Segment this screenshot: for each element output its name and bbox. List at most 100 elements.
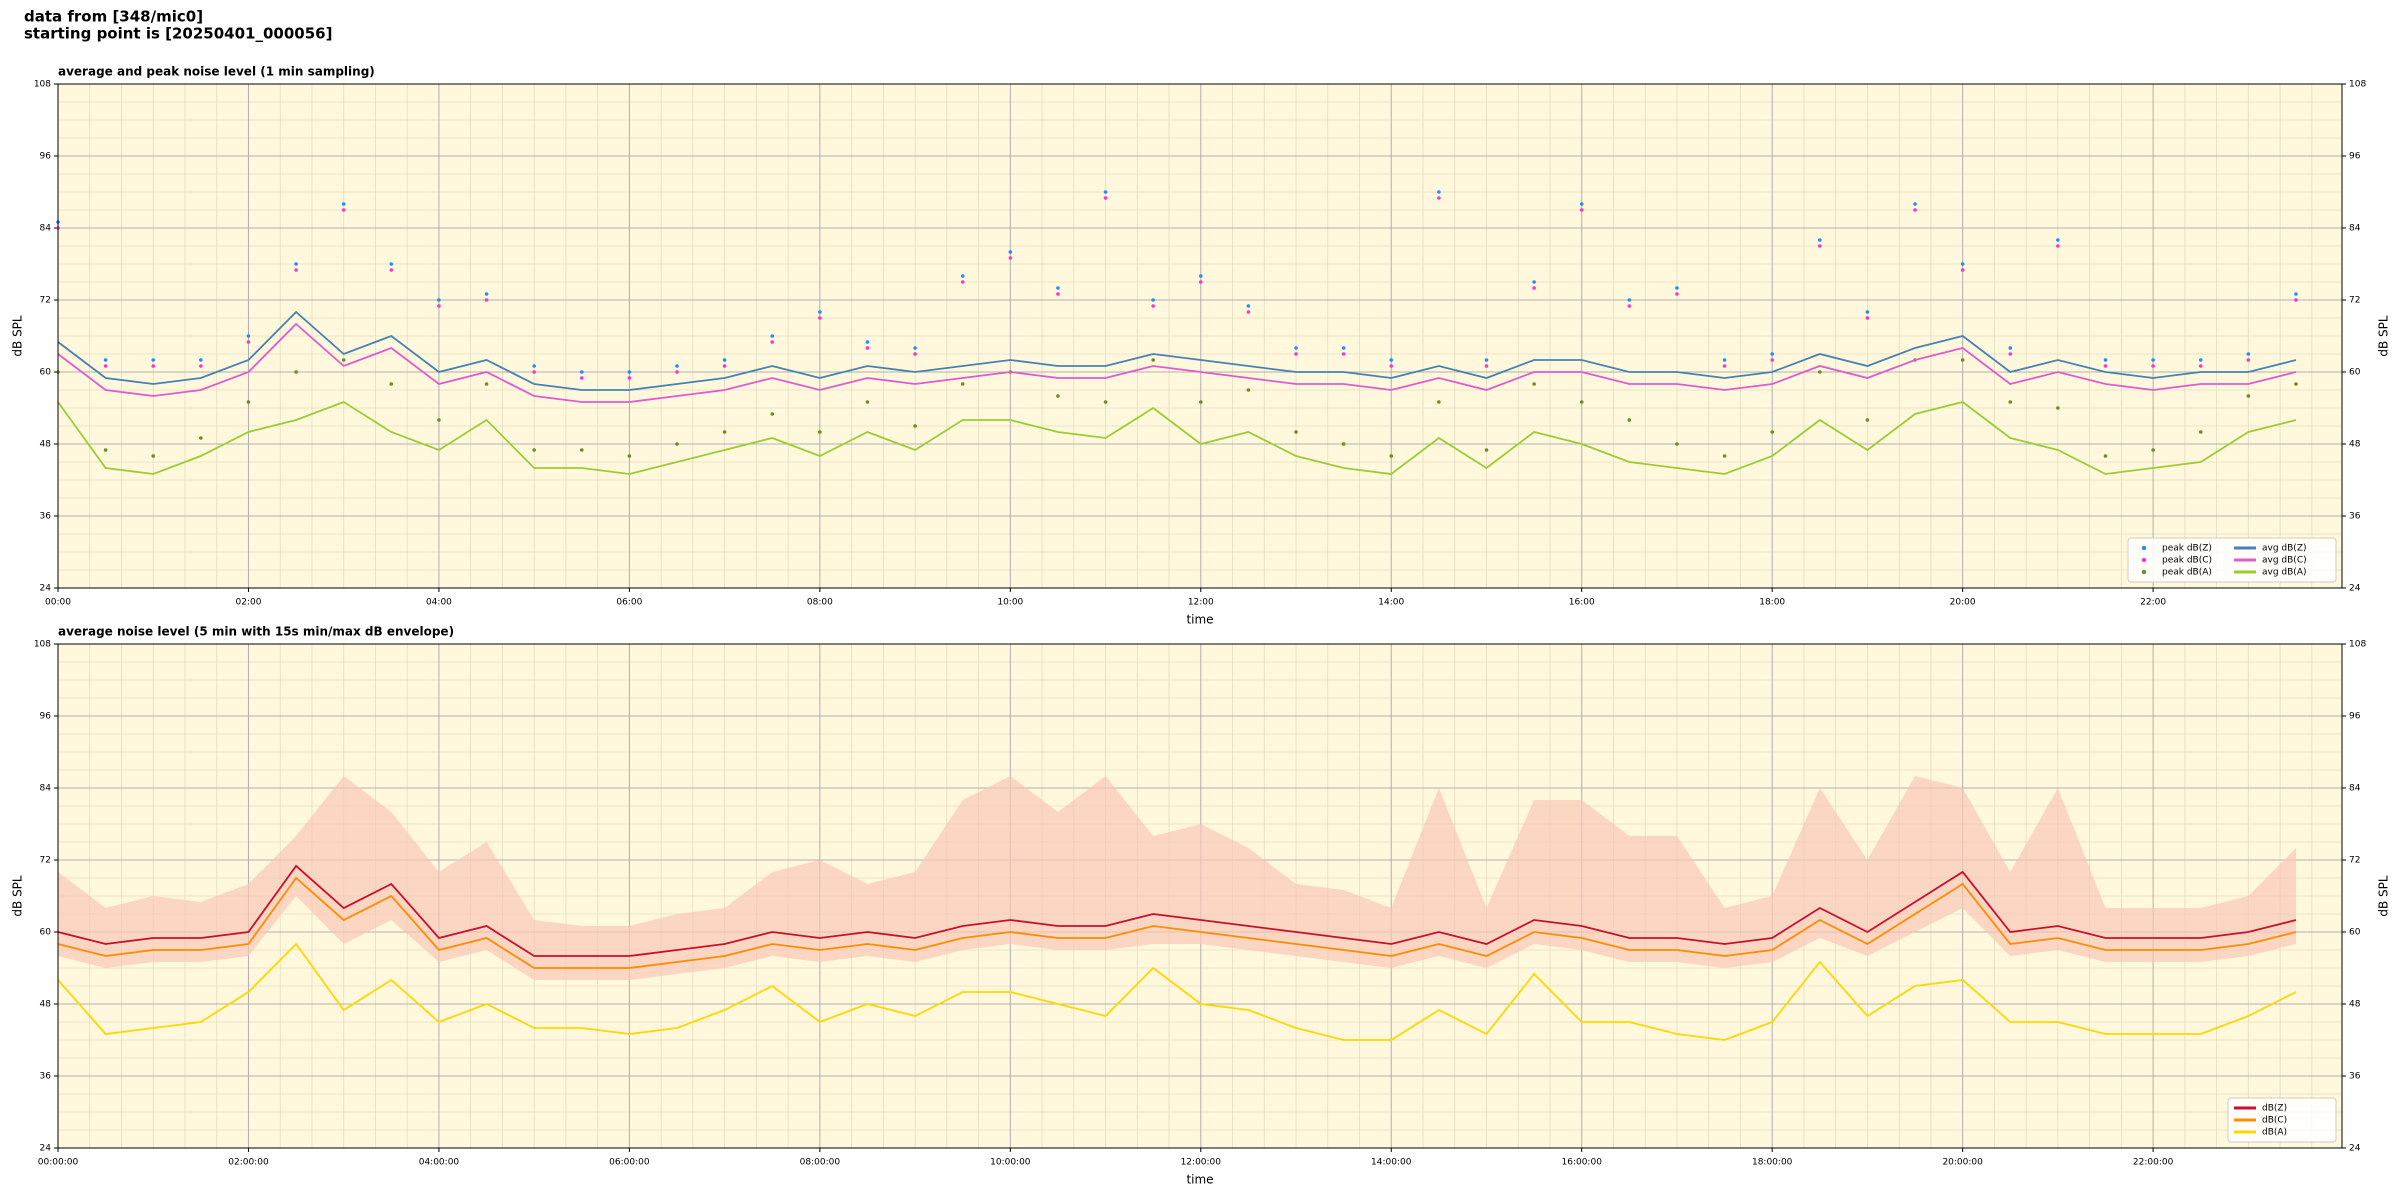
peak-dot <box>484 292 489 296</box>
peak-dot <box>1437 196 1441 200</box>
peak-dot <box>1675 292 1679 296</box>
y-tick-label: 24 <box>40 1144 52 1154</box>
peak-dot <box>1913 208 1917 212</box>
y-tick-label: 96 <box>2349 152 2361 162</box>
peak-dot <box>532 448 536 452</box>
envelope <box>58 776 2296 980</box>
x-tick-label: 20:00 <box>1950 598 1976 608</box>
peak-dot <box>437 298 441 302</box>
peak-dot <box>2056 244 2060 248</box>
peak-dot <box>1246 310 1251 314</box>
peak-dot <box>579 448 584 452</box>
x-tick-label: 00:00 <box>45 598 71 608</box>
y-tick-label: 48 <box>40 440 52 450</box>
y-tick-label: 60 <box>2349 928 2361 938</box>
peak-dot <box>199 364 203 368</box>
peak-dot <box>1865 310 1870 314</box>
series-line <box>57 400 2297 475</box>
peak-dot <box>1437 400 1441 404</box>
peak-dot <box>2151 364 2155 368</box>
peak-dot <box>1770 430 1774 434</box>
y-tick-label: 72 <box>2349 856 2360 866</box>
x-tick-label: 12:00 <box>1188 598 1214 608</box>
peak-dot <box>389 382 394 386</box>
peak-dot <box>1151 358 1155 362</box>
peak-dot <box>627 370 632 374</box>
peak-dot <box>1675 442 1679 446</box>
y-tick-label: 72 <box>40 296 51 306</box>
y-tick-label: 24 <box>40 584 52 594</box>
peak-dot <box>2056 238 2060 242</box>
series-line <box>57 876 2297 969</box>
peak-dot <box>1722 364 1727 368</box>
series-line <box>57 310 2297 391</box>
peak-dot <box>1056 394 1060 398</box>
peak-dot <box>1389 364 1394 368</box>
peak-dot <box>1389 358 1394 362</box>
x-tick-label: 22:00:00 <box>2133 1158 2174 1168</box>
peak-dot <box>389 262 394 266</box>
peak-dot <box>437 304 441 308</box>
y-axis-label: dB SPL <box>2377 315 2391 357</box>
x-axis-label: time <box>1186 613 1213 627</box>
peak-dot <box>675 442 679 446</box>
peak-dot <box>1151 298 1155 302</box>
peak-dot <box>1627 298 1632 302</box>
panel-title: average and peak noise level (1 min samp… <box>58 65 375 79</box>
peak-dot <box>865 400 870 404</box>
legend-label: avg dB(A) <box>2262 568 2306 578</box>
peak-dot <box>532 364 536 368</box>
x-tick-label: 08:00:00 <box>800 1158 841 1168</box>
legend-label: dB(C) <box>2262 1116 2287 1126</box>
peak-dot <box>865 340 870 344</box>
y-tick-label: 36 <box>2349 512 2361 522</box>
peak-dot <box>1960 358 1965 362</box>
peak-dot <box>818 310 822 314</box>
peak-dot <box>2008 346 2013 350</box>
peak-dot <box>1294 430 1298 434</box>
peak-dot <box>1913 202 1917 206</box>
peak-dot <box>1818 238 1822 242</box>
y-tick-label: 60 <box>2349 368 2361 378</box>
peak-dot <box>484 298 489 302</box>
peak-dot <box>2294 382 2298 386</box>
peak-dot <box>722 430 727 434</box>
peak-dot <box>437 418 441 422</box>
peak-dot <box>103 448 108 452</box>
peak-dot <box>1103 400 1108 404</box>
peak-dot <box>2103 364 2108 368</box>
y-tick-label: 36 <box>2349 1072 2361 1082</box>
peak-dot <box>389 268 394 272</box>
peak-dot <box>960 382 965 386</box>
peak-dot <box>1056 286 1060 290</box>
x-tick-label: 10:00:00 <box>990 1158 1031 1168</box>
x-tick-label: 04:00:00 <box>419 1158 460 1168</box>
peak-dot <box>960 280 965 284</box>
peak-dot <box>579 370 584 374</box>
series-line <box>57 322 2297 403</box>
peak-dot <box>1246 304 1251 308</box>
peak-dot <box>1722 358 1727 362</box>
x-tick-label: 08:00 <box>807 598 833 608</box>
legend-label: dB(Z) <box>2262 1104 2287 1114</box>
y-tick-label: 96 <box>40 152 52 162</box>
peak-dot <box>1341 346 1346 350</box>
peak-dot <box>1960 262 1965 266</box>
peak-dot <box>913 346 917 350</box>
peak-dot <box>2008 352 2013 356</box>
x-tick-label: 00:00:00 <box>38 1158 79 1168</box>
peak-dot <box>199 358 203 362</box>
peak-dot <box>294 262 298 266</box>
header-line: data from [348/mic0] <box>24 8 203 26</box>
header-line: starting point is [20250401_000056] <box>24 25 332 43</box>
x-axis-label: time <box>1186 1173 1213 1187</box>
peak-dot <box>1818 244 1822 248</box>
x-tick-label: 06:00 <box>616 598 642 608</box>
peak-dot <box>770 412 775 416</box>
peak-dot <box>341 202 346 206</box>
peak-dot <box>1198 274 1203 278</box>
y-tick-label: 108 <box>34 80 51 90</box>
peak-dot <box>1532 382 1536 386</box>
y-tick-label: 36 <box>40 512 52 522</box>
